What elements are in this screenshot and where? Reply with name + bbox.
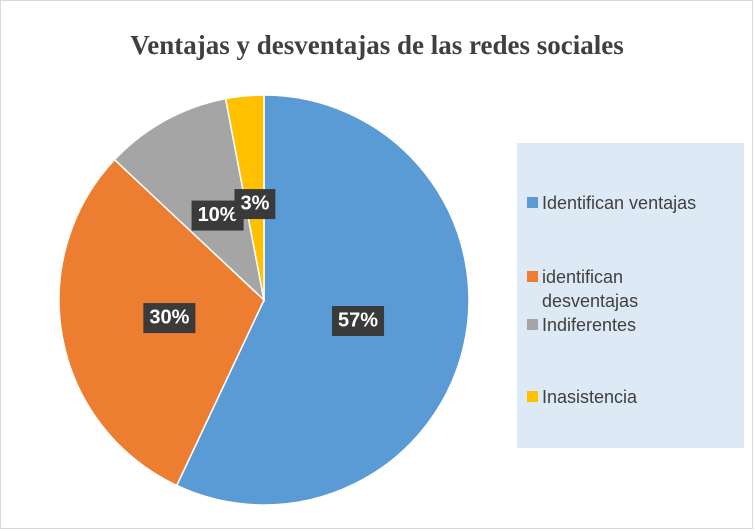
data-label-box <box>234 189 276 220</box>
legend-swatch <box>527 391 538 402</box>
legend-item: Identifican ventajas <box>527 191 742 215</box>
legend-label: Inasistencia <box>542 387 638 407</box>
data-label: 3% <box>234 189 276 220</box>
data-label-text: 57% <box>338 309 378 331</box>
legend-label: identifican desventajas <box>542 267 639 311</box>
legend-swatch <box>527 319 538 330</box>
legend-swatch <box>527 271 538 282</box>
pie-slice <box>175 94 470 506</box>
legend-item: Inasistencia <box>527 385 742 409</box>
legend-swatch <box>527 197 538 208</box>
data-label-box <box>143 303 196 334</box>
data-label: 30% <box>143 303 196 334</box>
data-label-text: 10% <box>198 204 238 226</box>
data-label-text: 30% <box>149 306 189 328</box>
legend-label: Indiferentes <box>542 315 637 335</box>
legend: Identifican ventajas identifican desventa… <box>517 143 744 448</box>
data-label-box <box>332 306 385 337</box>
pie <box>58 94 470 506</box>
data-label-text: 3% <box>240 192 269 214</box>
pie-slice <box>113 97 266 303</box>
legend-item: Indiferentes <box>527 313 742 337</box>
legend-label: Identifican ventajas <box>542 193 697 213</box>
data-label: 57% <box>332 306 385 337</box>
data-labels: 57% 30% 10%3% <box>143 189 385 337</box>
legend-item: identifican desventajas <box>527 265 742 313</box>
chart-title: Ventajas y desventajas de las redes soci… <box>130 30 624 60</box>
